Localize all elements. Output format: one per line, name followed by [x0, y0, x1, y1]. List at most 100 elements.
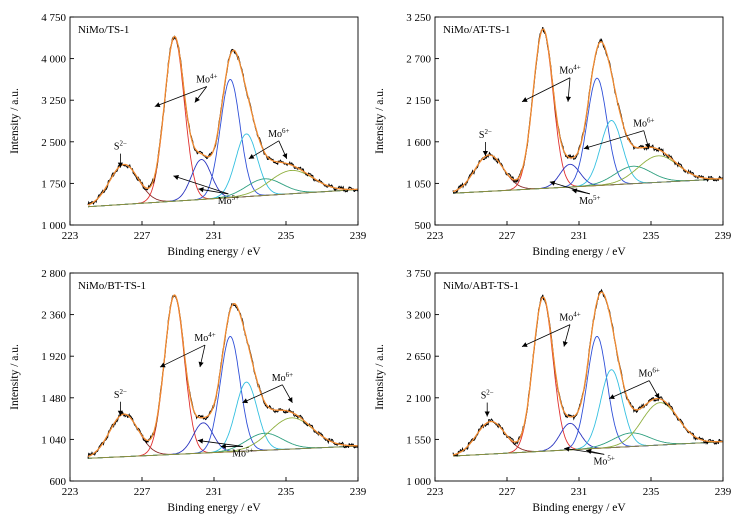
annotation-arrow [549, 181, 590, 195]
annotation-arrowhead [522, 97, 528, 102]
annotation-arrow [159, 344, 206, 368]
annotation-arrow [248, 140, 280, 160]
x-tick-label: 235 [278, 486, 295, 498]
peak-annotation: Mo5+ [594, 454, 615, 467]
y-tick-label: 3 750 [406, 268, 431, 280]
y-tick-label: 1 000 [406, 476, 431, 488]
annotation-arrowhead [198, 187, 204, 193]
x-tick-label: 223 [427, 230, 444, 242]
annotation-arrowhead [287, 397, 293, 403]
annotation-arrow [521, 77, 571, 103]
x-tick-label: 239 [350, 486, 367, 498]
annotation-arrow [154, 86, 207, 107]
annotation-arrowhead [117, 162, 123, 168]
annotation-arrowhead [583, 144, 590, 150]
y-tick-label: 1 050 [406, 178, 431, 190]
annotation-arrowhead [173, 175, 179, 180]
peak-annotation: Mo5+ [218, 194, 239, 207]
annotation-arrowhead [654, 392, 660, 399]
fit-peak-3 [88, 422, 358, 459]
annotation-arrowhead [197, 438, 204, 444]
x-tick-label: 235 [278, 230, 295, 242]
annotation-arrowhead [549, 180, 556, 186]
y-tick-label: 2 800 [41, 268, 66, 280]
peak-annotation: Mo4+ [194, 331, 215, 344]
fit-peak-7 [453, 155, 723, 194]
y-tick-label: 1 600 [406, 137, 431, 149]
peak-annotation: Mo4+ [559, 64, 580, 77]
xps-panel-4: 223 227 231 235 239 1 000 1 550 2 100 2 650 3 200… [374, 268, 732, 514]
annotation-arrowhead [194, 96, 200, 103]
x-tick-label: 227 [134, 230, 151, 242]
y-tick-label: 1 480 [41, 393, 66, 405]
background-line [87, 445, 358, 459]
annotation-arrow [583, 130, 644, 150]
fit-envelope [87, 294, 358, 458]
y-tick-label: 600 [50, 476, 67, 488]
peak-annotation: S2− [481, 389, 494, 402]
x-axis-label: Binding energy / eV [532, 502, 626, 514]
y-tick-label: 1 000 [41, 220, 66, 232]
raw-spectrum [87, 35, 358, 206]
xps-panel-3: 223 227 231 235 239 600 1 040 1 480 1 920 2 360 2 … [9, 268, 367, 514]
fit-peak-1 [87, 413, 358, 457]
y-axis-label: Intensity / a.u. [374, 88, 386, 154]
peak-annotation: Mo5+ [579, 194, 600, 207]
xps-panel-2: 223 227 231 235 239 500 1 050 1 600 2 150 2 700 3 … [374, 12, 732, 258]
x-tick-label: 231 [571, 230, 588, 242]
y-tick-label: 2 650 [406, 351, 431, 363]
fit-envelope [87, 35, 358, 206]
panel-title: NiMo/TS-1 [78, 24, 129, 36]
y-tick-label: 2 360 [41, 310, 66, 322]
annotation-arrowhead [571, 188, 578, 194]
annotation-arrowhead [198, 361, 204, 368]
annotation-arrow [242, 384, 283, 404]
peak-annotation: Mo6+ [268, 127, 289, 140]
x-axis-label: Binding energy / eV [167, 502, 261, 514]
y-tick-label: 3 250 [41, 95, 66, 107]
annotation-arrowhead [242, 398, 249, 404]
y-tick-label: 1 750 [41, 178, 66, 190]
y-axis-label: Intensity / a.u. [374, 344, 386, 410]
annotation-arrowhead [248, 154, 255, 159]
x-axis-label: Binding energy / eV [532, 246, 626, 258]
panel-title: NiMo/AT-TS-1 [443, 24, 510, 36]
x-tick-label: 235 [643, 486, 660, 498]
y-tick-label: 4 000 [41, 54, 66, 66]
annotation-arrowhead [565, 96, 572, 102]
x-tick-label: 239 [715, 486, 732, 498]
x-tick-label: 227 [499, 486, 516, 498]
annotation-arrowhead [644, 143, 650, 149]
annotation-arrowhead [154, 102, 161, 108]
annotation-arrowhead [160, 362, 166, 368]
annotation-arrow [521, 324, 571, 348]
x-tick-label: 227 [134, 486, 151, 498]
peak-annotation: Mo6+ [639, 367, 660, 380]
annotation-arrow [198, 188, 229, 195]
x-tick-label: 239 [715, 230, 732, 242]
panel-title: NiMo/ABT-TS-1 [443, 280, 519, 292]
x-tick-label: 231 [206, 230, 223, 242]
background-line [87, 189, 358, 208]
fit-envelope [452, 28, 723, 193]
annotation-arrowhead [282, 153, 288, 159]
x-tick-label: 223 [62, 230, 79, 242]
annotation-arrowhead [562, 341, 568, 347]
y-tick-label: 1 550 [406, 434, 431, 446]
peak-annotation: S2− [114, 388, 127, 401]
annotation-arrow [173, 175, 229, 195]
y-tick-label: 4 750 [41, 12, 66, 24]
plot-frame [434, 16, 724, 226]
peak-annotation: S2− [114, 140, 127, 153]
annotation-arrow [197, 440, 243, 447]
annotation-arrowhead [586, 448, 592, 454]
y-tick-label: 2 500 [41, 137, 66, 149]
y-tick-label: 500 [415, 220, 432, 232]
peak-annotation: Mo5+ [232, 446, 253, 459]
x-tick-label: 231 [571, 486, 588, 498]
fit-peak-5 [453, 369, 723, 457]
plot-frame [434, 272, 724, 482]
annotation-arrowhead [522, 342, 528, 347]
x-tick-label: 227 [499, 230, 516, 242]
x-tick-label: 223 [427, 486, 444, 498]
